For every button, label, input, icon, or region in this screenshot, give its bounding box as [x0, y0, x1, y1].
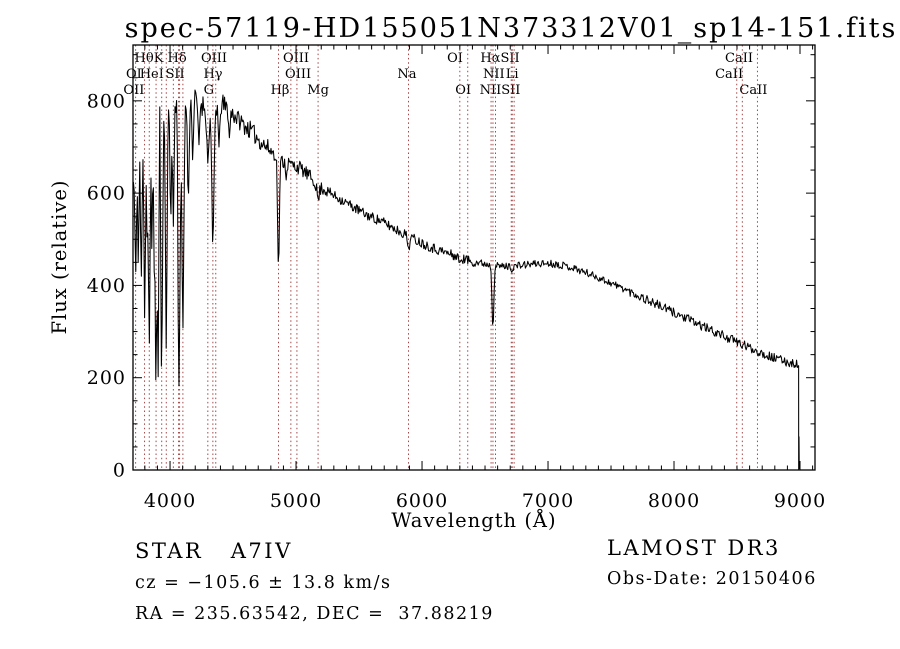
- y-tick-label: 400: [87, 275, 126, 297]
- x-tick-label: 4000: [144, 490, 196, 512]
- y-tick-label: 200: [87, 367, 126, 389]
- object-class-label: STAR A7IV: [135, 539, 293, 563]
- line-label: Mg: [307, 83, 329, 98]
- line-label: SII: [166, 67, 185, 82]
- y-axis-title: Flux (relative): [48, 179, 71, 334]
- tick-labels: 4000 5000 6000 7000 8000 9000 0 200 400 600 800: [87, 90, 826, 512]
- y-tick-label: 800: [87, 90, 126, 112]
- y-tick-label: 600: [87, 183, 126, 205]
- x-tick-label: 6000: [396, 490, 448, 512]
- line-label: Hγ: [203, 67, 222, 82]
- x-tick-label: 7000: [522, 490, 574, 512]
- figure-title: spec-57119-HD155051N373312V01_sp14-151.f…: [124, 13, 898, 44]
- line-label: HαSII: [480, 51, 519, 66]
- line-label: G: [204, 83, 214, 98]
- line-label: Na: [397, 67, 416, 82]
- line-label: OIII: [201, 51, 227, 66]
- line-label: OI: [447, 51, 463, 66]
- x-tick-label: 5000: [270, 490, 322, 512]
- line-label: NIISII: [480, 83, 521, 98]
- line-label: OI: [126, 67, 142, 82]
- obs-date-label: Obs-Date: 20150406: [607, 569, 817, 589]
- x-tick-label: 9000: [774, 490, 826, 512]
- line-label: Hβ: [271, 83, 290, 98]
- axis-box: [132, 44, 816, 471]
- line-label: Li: [506, 67, 519, 82]
- x-tick-label: 8000: [648, 490, 700, 512]
- axes: [132, 44, 816, 471]
- spectrum-curve: [132, 89, 800, 470]
- x-axis-title: Wavelength (Å): [391, 507, 556, 532]
- line-label: Hδ: [168, 51, 187, 66]
- ra-dec-label: RA = 235.63542, DEC = 37.88219: [135, 604, 494, 624]
- survey-label: LAMOST DR3: [607, 536, 781, 560]
- radial-velocity-label: cz = −105.6 ± 13.8 km/s: [135, 573, 392, 593]
- line-label: CaII: [739, 83, 767, 98]
- y-tick-label: 0: [113, 460, 126, 482]
- line-label: CaII: [715, 67, 743, 82]
- line-label: OIII: [283, 51, 309, 66]
- spectral-line-markers: [135, 45, 758, 470]
- line-label: HeI: [140, 67, 164, 82]
- line-label: CaII: [725, 51, 753, 66]
- line-label: OIII: [285, 67, 311, 82]
- line-label: OII: [123, 83, 144, 98]
- line-label: NII: [483, 67, 505, 82]
- line-label: OI: [455, 83, 471, 98]
